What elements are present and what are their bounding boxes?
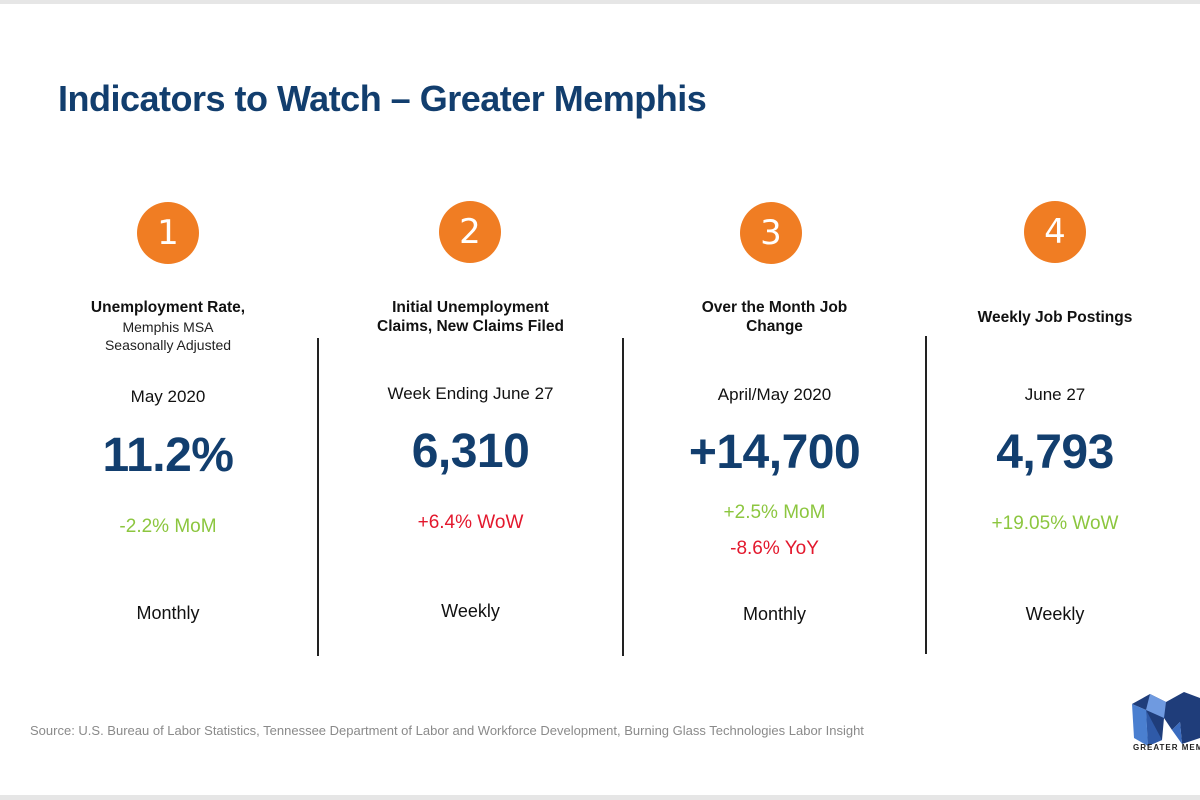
indicator-subheading: Memphis MSA — [122, 319, 214, 335]
indicator-heading: Change — [746, 318, 803, 335]
indicator-heading: Over the Month Job — [701, 299, 848, 316]
indicator-change: +6.4% WoW — [417, 512, 524, 533]
indicator-heading: Claims, New Claims Filed — [377, 318, 564, 335]
indicator-change: +2.5% MoM — [723, 502, 826, 523]
number-badge: 2 — [439, 201, 501, 263]
indicator-frequency: Monthly — [742, 604, 807, 624]
indicator-card-unemployment-rate: 1 Unemployment Rate, Memphis MSA Seasona… — [18, 0, 318, 800]
number-badge: 1 — [137, 202, 199, 264]
indicator-card-initial-claims: 2 Initial Unemployment Claims, New Claim… — [319, 0, 622, 800]
indicator-change: -8.6% YoY — [730, 538, 819, 559]
indicator-period: Week Ending June 27 — [387, 384, 554, 403]
page-title: Indicators to Watch – Greater Memphis — [58, 78, 707, 119]
column-divider — [622, 338, 624, 656]
indicator-period: May 2020 — [130, 387, 206, 406]
source-note: Source: U.S. Bureau of Labor Statistics,… — [30, 723, 864, 738]
number-badge: 3 — [740, 202, 802, 264]
indicator-value: 4,793 — [996, 426, 1114, 479]
indicator-heading: Weekly Job Postings — [977, 309, 1133, 326]
bottom-border — [0, 795, 1200, 800]
greater-memphis-logo-icon — [1132, 692, 1200, 746]
indicator-value: +14,700 — [688, 426, 861, 479]
indicator-value: 6,310 — [411, 425, 530, 478]
column-divider — [925, 336, 927, 654]
indicator-card-job-postings: 4 Weekly Job Postings June 27 4,793 +19.… — [927, 0, 1183, 800]
indicator-change: +19.05% WoW — [991, 513, 1119, 534]
indicator-heading: Unemployment Rate, — [90, 299, 246, 316]
number-badge: 4 — [1024, 201, 1086, 263]
top-border — [0, 0, 1200, 4]
indicator-value: 11.2% — [102, 429, 234, 482]
indicator-subheading: Seasonally Adjusted — [104, 337, 232, 353]
indicator-frequency: Weekly — [441, 601, 500, 621]
indicator-change: -2.2% MoM — [119, 516, 217, 537]
logo-wordmark: GREATER MEMPHIS — [1133, 743, 1200, 752]
indicator-period: June 27 — [1024, 385, 1086, 404]
indicator-frequency: Weekly — [1025, 604, 1085, 624]
indicator-period: April/May 2020 — [717, 385, 832, 404]
indicator-heading: Initial Unemployment — [392, 299, 549, 316]
indicator-card-job-change: 3 Over the Month Job Change April/May 20… — [624, 0, 925, 800]
column-divider — [317, 338, 319, 656]
indicator-frequency: Monthly — [136, 603, 200, 623]
